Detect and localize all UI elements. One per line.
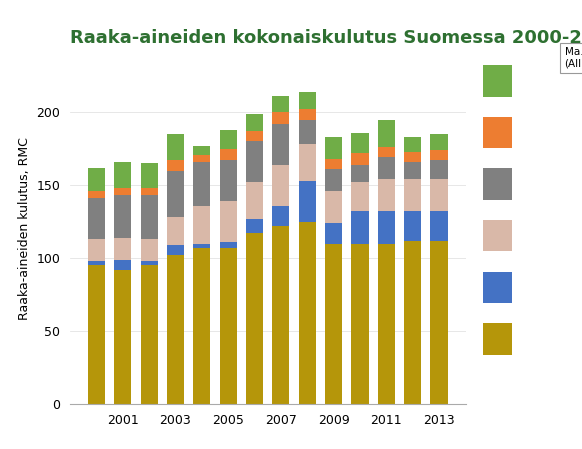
Bar: [246, 114, 263, 131]
Bar: [114, 195, 132, 238]
Bar: [246, 182, 263, 219]
Bar: [404, 162, 421, 179]
Bar: [246, 131, 263, 141]
Bar: [352, 133, 368, 153]
Bar: [378, 147, 395, 158]
Bar: [114, 260, 132, 270]
Bar: [272, 96, 289, 112]
Bar: [272, 165, 289, 206]
Bar: [431, 241, 448, 404]
Bar: [299, 145, 316, 181]
Bar: [431, 134, 448, 150]
Bar: [431, 160, 448, 179]
Bar: [299, 119, 316, 145]
Bar: [431, 211, 448, 241]
Bar: [140, 261, 158, 265]
Bar: [352, 211, 368, 243]
Bar: [88, 265, 105, 404]
Bar: [88, 239, 105, 261]
Bar: [352, 182, 368, 211]
Bar: [193, 162, 210, 206]
Bar: [299, 181, 316, 222]
Bar: [140, 163, 158, 188]
Bar: [88, 198, 105, 239]
Bar: [219, 248, 237, 404]
Bar: [167, 160, 184, 171]
Text: Ma...
(All): Ma... (All): [565, 47, 582, 69]
Text: Raaka-aineiden kokonaiskulutus Suomessa 2000-2013: Raaka-aineiden kokonaiskulutus Suomessa …: [70, 29, 582, 47]
Bar: [404, 137, 421, 152]
Bar: [299, 92, 316, 110]
Bar: [272, 206, 289, 226]
Bar: [352, 243, 368, 404]
Bar: [325, 169, 342, 191]
Bar: [219, 242, 237, 248]
Bar: [88, 191, 105, 198]
Bar: [219, 149, 237, 160]
Bar: [219, 160, 237, 201]
Bar: [193, 146, 210, 154]
Bar: [246, 219, 263, 233]
Bar: [193, 248, 210, 404]
Bar: [272, 226, 289, 404]
Bar: [378, 119, 395, 147]
Bar: [140, 239, 158, 261]
Bar: [272, 124, 289, 165]
Bar: [140, 265, 158, 404]
Bar: [167, 245, 184, 255]
Bar: [114, 188, 132, 195]
Bar: [114, 270, 132, 404]
Bar: [299, 222, 316, 404]
Bar: [404, 211, 421, 241]
Y-axis label: Raaka-aineiden kulutus, RMC: Raaka-aineiden kulutus, RMC: [17, 137, 31, 321]
Bar: [431, 150, 448, 160]
Bar: [325, 191, 342, 223]
Bar: [114, 238, 132, 260]
Bar: [352, 153, 368, 165]
Bar: [167, 255, 184, 404]
Bar: [325, 159, 342, 169]
Bar: [378, 243, 395, 404]
Bar: [404, 241, 421, 404]
Bar: [246, 233, 263, 404]
Bar: [378, 211, 395, 243]
Bar: [404, 179, 421, 211]
Bar: [325, 223, 342, 243]
Bar: [140, 188, 158, 195]
Bar: [325, 137, 342, 159]
Bar: [299, 110, 316, 119]
Bar: [88, 261, 105, 265]
Bar: [431, 179, 448, 211]
Bar: [378, 158, 395, 179]
Bar: [167, 134, 184, 160]
Bar: [88, 167, 105, 191]
Bar: [193, 154, 210, 162]
Bar: [114, 162, 132, 188]
Bar: [352, 165, 368, 182]
Bar: [378, 179, 395, 211]
Bar: [325, 243, 342, 404]
Bar: [140, 195, 158, 239]
Bar: [246, 141, 263, 182]
Bar: [167, 171, 184, 217]
Bar: [219, 130, 237, 149]
Bar: [193, 206, 210, 243]
Bar: [219, 201, 237, 242]
Bar: [167, 217, 184, 245]
Bar: [193, 243, 210, 248]
Bar: [272, 112, 289, 124]
Bar: [404, 152, 421, 162]
